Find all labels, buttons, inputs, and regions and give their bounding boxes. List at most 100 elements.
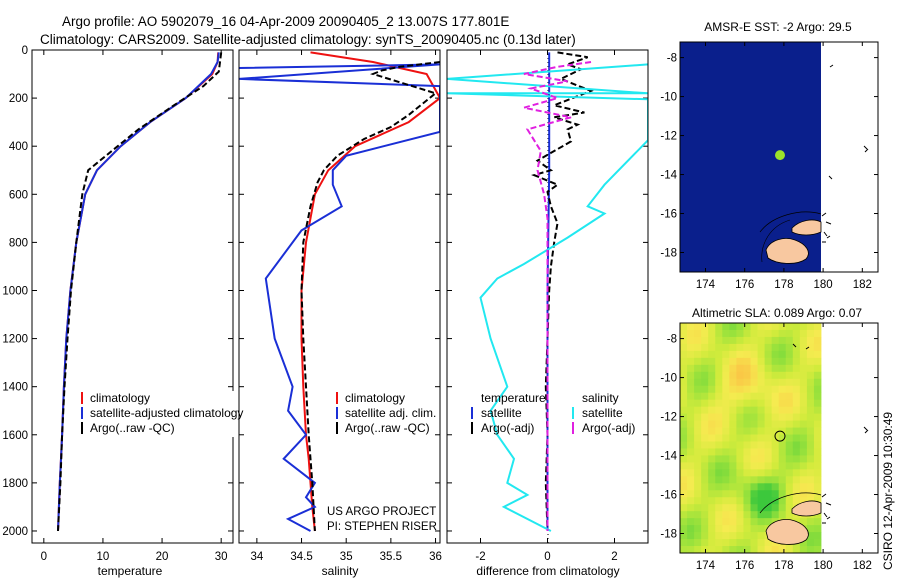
sla-cell [806,350,815,359]
sla-cell [750,392,758,401]
depth-tick-label: 1600 [2,430,28,442]
sla-cell [680,518,688,526]
sla-cell [729,413,737,421]
sla-cell [687,469,695,477]
sla-cell [694,329,702,338]
sla-cell [729,483,737,491]
sla-cell [778,413,787,421]
sla-cell [708,329,716,338]
depth-tick-label: 1000 [2,285,28,297]
sla-cell [680,511,688,519]
sla-cell [757,497,765,505]
fiji-coastline-north [791,219,822,236]
sla-cell [729,323,737,331]
sla-cell [708,385,716,394]
sla-cell [715,441,723,449]
sla-cell [687,539,695,547]
sla-cell [687,483,695,491]
sla-cell [701,385,709,394]
sla-cell [771,490,780,498]
sla-cell [750,532,758,540]
x-tick-label: -2 [475,551,485,563]
sla-cell [701,490,709,498]
sla-cell [792,427,801,435]
sla-cell [799,336,808,345]
sla-cell [722,497,730,505]
sla-cell [708,364,716,373]
sla-cell [750,385,758,394]
sla-cell [785,343,794,352]
sla-cell [757,350,765,359]
salinity-legend: climatology satellite adj. clim. Argo(..… [336,391,436,435]
sla-cell [687,532,695,540]
fiji-coastline-main [765,519,809,545]
lon-tick-label: 182 [853,279,872,291]
sla-cell [750,399,758,408]
sla-cell [743,329,751,338]
sla-cell [722,378,730,387]
sla-cell [799,378,808,387]
sla-cell [722,364,730,373]
series-satellite-adjusted-climatology [57,52,220,532]
sla-cell [799,476,808,484]
sla-cell [764,476,773,484]
sla-cell [792,385,801,394]
sla-cell [708,336,716,345]
salinity-xlabel: salinity [322,564,359,578]
sla-cell [778,378,787,387]
sla-cell [757,434,765,442]
sla-cell [792,357,801,366]
sla-cell [722,511,730,519]
temperature-xlabel: temperature [98,564,163,578]
sla-cell [757,476,765,484]
sla-cell [771,546,780,554]
sla-cell [771,413,780,421]
sla-cell [680,539,688,547]
sla-cell [771,323,780,331]
sla-cell [687,546,695,554]
sla-cell [813,413,822,421]
sla-cell [722,413,730,421]
sla-cell [785,378,794,387]
x-tick-label: 34.5 [290,551,312,563]
sla-cell [736,406,744,415]
sla-map-frame [679,322,879,554]
sla-cell [757,406,765,415]
sla-cell [750,546,758,554]
lon-tick-label: 174 [696,560,716,572]
sla-cell [736,483,744,491]
sla-cell [708,406,716,415]
lon-tick-label: 176 [735,560,754,572]
sla-cell [694,511,702,519]
sla-cell [694,546,702,554]
sla-cell [687,399,695,408]
sla-cell [736,448,744,456]
legend-title-temperature: temperature [481,391,546,405]
sla-cell [736,539,744,547]
sla-cell [715,323,723,331]
sla-cell [785,546,794,554]
sla-cell [694,518,702,526]
sla-cell [813,476,822,484]
sla-cell [694,462,702,470]
depth-tick-label: 2000 [2,526,28,538]
sla-cell [757,490,765,498]
sla-cell [750,469,758,477]
sla-cell [736,462,744,470]
sla-cell [736,469,744,477]
sla-cell [764,350,773,359]
sla-cell [743,399,751,408]
sla-cell [792,323,801,331]
sla-cell [799,427,808,435]
sla-cell [722,343,730,352]
sla-cell [743,532,751,540]
sla-cell [736,504,744,512]
sla-cell [764,364,773,373]
sla-cell [813,336,822,345]
sla-cell [785,329,794,338]
sla-cell [680,336,688,345]
sla-cell [813,497,822,505]
sla-cell [715,448,723,456]
depth-tick-label: 800 [9,237,28,249]
depth-tick-label: 600 [9,189,28,201]
